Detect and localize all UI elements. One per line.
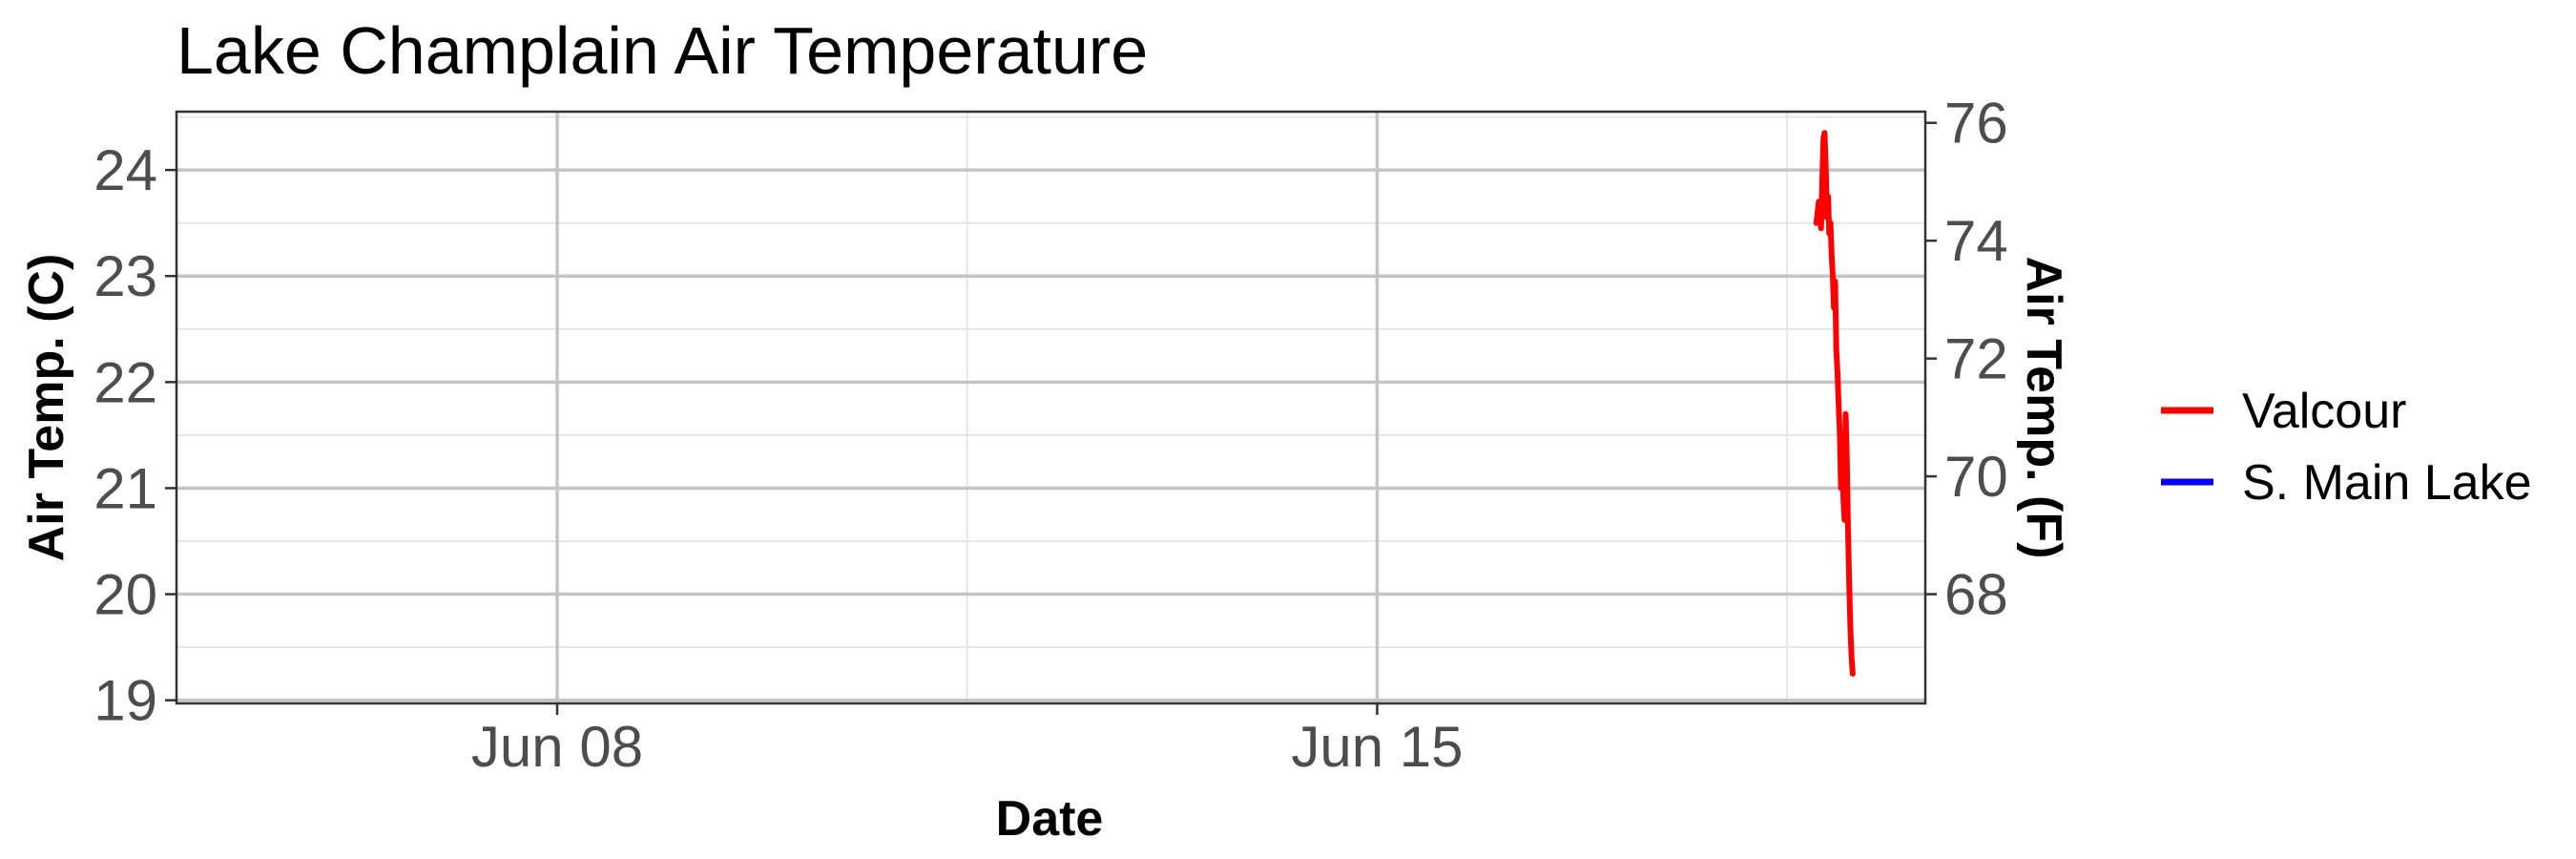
legend: Valcour S. Main Lake xyxy=(2161,384,2532,511)
y-tick-label-left: 20 xyxy=(93,563,157,627)
y-tick-label-right: 74 xyxy=(1944,209,2008,273)
plot-panel-border xyxy=(175,110,1927,705)
chart-title: Lake Champlain Air Temperature xyxy=(177,13,1148,88)
legend-label-valcour: Valcour xyxy=(2242,384,2406,439)
y-tick-label-right: 70 xyxy=(1944,445,2008,509)
y-tick-label-left: 21 xyxy=(93,456,157,520)
minor-gridlines xyxy=(177,112,1925,703)
y-axis-title-right: Air Temp. (F) xyxy=(2016,257,2071,559)
x-axis: Jun 08 Jun 15 xyxy=(471,703,1464,779)
y-tick-label-right: 76 xyxy=(1944,92,2008,156)
x-tick-label: Jun 08 xyxy=(471,715,643,779)
y-tick-label-right: 68 xyxy=(1944,563,2008,627)
x-axis-title: Date xyxy=(996,791,1104,847)
legend-label-s-main-lake: S. Main Lake xyxy=(2242,455,2532,511)
y-tick-label-left: 19 xyxy=(93,669,157,733)
y-axis-title-left: Air Temp. (C) xyxy=(19,254,74,562)
x-tick-label: Jun 15 xyxy=(1291,715,1463,779)
series-layer xyxy=(1813,130,1856,677)
major-gridlines xyxy=(177,112,1925,703)
y-tick-label-left: 24 xyxy=(93,138,157,202)
y-axis-right: 68 70 72 74 76 xyxy=(1925,92,2008,627)
y-axis-left: 19 20 21 22 23 24 xyxy=(93,138,177,733)
series-line-valcour xyxy=(1813,130,1856,677)
y-tick-label-left: 23 xyxy=(93,244,157,308)
y-tick-label-right: 72 xyxy=(1944,327,2008,391)
y-tick-label-left: 22 xyxy=(93,350,157,414)
